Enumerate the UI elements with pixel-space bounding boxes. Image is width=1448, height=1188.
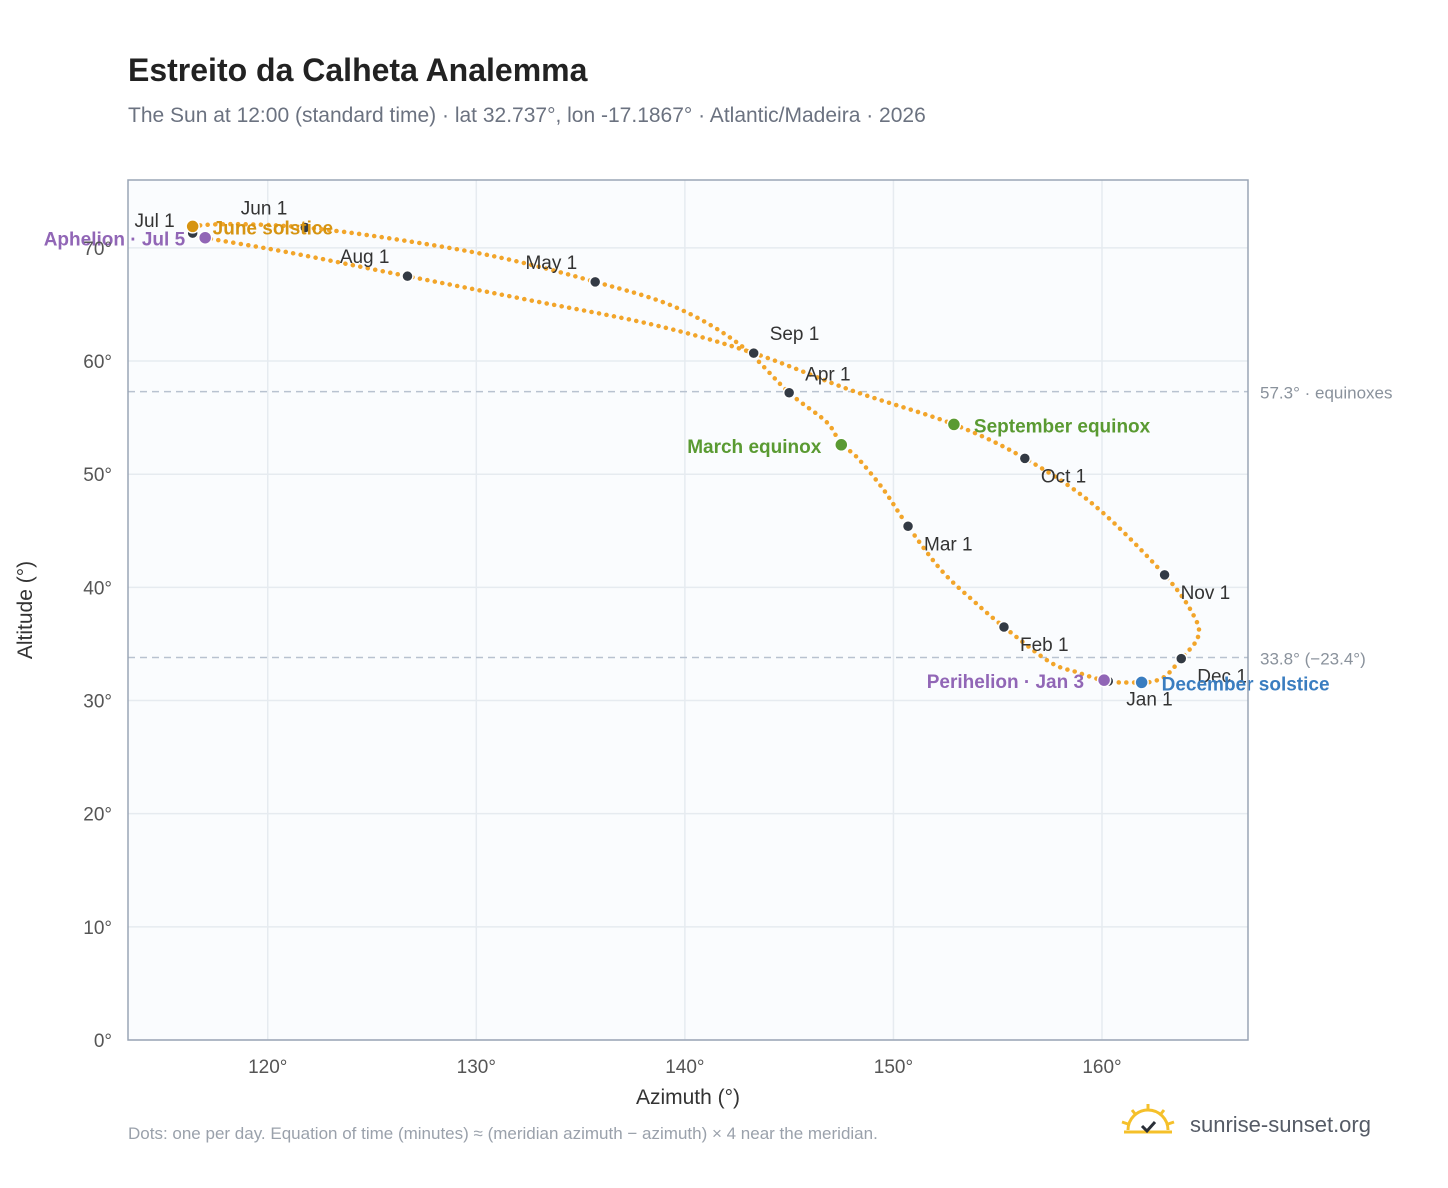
brand-name: sunrise-sunset.org [1190, 1112, 1371, 1137]
event-marker [197, 230, 213, 245]
chart-subtitle: The Sun at 12:00 (standard time) · lat 3… [128, 104, 926, 127]
y-tick-label: 0° [94, 1031, 112, 1052]
event-label: September equinox [974, 416, 1151, 437]
month-marker [1158, 568, 1171, 582]
y-tick-label: 50° [83, 465, 112, 486]
analemma-curve [186, 221, 1202, 686]
event-marker [1096, 672, 1112, 688]
y-tick-label: 20° [83, 805, 112, 826]
x-tick-label: 140° [665, 1057, 704, 1078]
month-marker [997, 620, 1011, 634]
sun-logo-icon [1121, 1104, 1175, 1134]
month-marker [588, 275, 602, 289]
brand-logo[interactable]: sunrise-sunset.org [1120, 1102, 1390, 1146]
event-marker [834, 437, 849, 453]
y-tick-label: 40° [83, 578, 112, 599]
event-marker [946, 417, 962, 432]
month-label: Jan 1 [1126, 689, 1172, 710]
event-marker [1134, 675, 1149, 690]
y-tick-label: 60° [83, 352, 112, 373]
month-label: Apr 1 [805, 365, 850, 386]
month-label: Aug 1 [340, 247, 390, 268]
month-marker [1175, 652, 1188, 665]
footnote: Dots: one per day. Equation of time (min… [128, 1124, 878, 1143]
event-label: December solstice [1162, 674, 1330, 695]
month-label: Oct 1 [1041, 466, 1086, 487]
y-axis-label: Altitude (°) [14, 561, 37, 659]
x-axis-label: Azimuth (°) [636, 1086, 740, 1109]
axis-ticks: 120° 130° 140° 150° 160° 0° 10° 20° 30° 40° 50° 60°… [83, 239, 1121, 1078]
plot-background [128, 180, 1248, 1040]
month-label: Mar 1 [924, 534, 973, 555]
month-label: Sep 1 [770, 324, 820, 345]
x-tick-label: 130° [457, 1057, 496, 1078]
event-markers: March equinox September equinox June solst… [44, 218, 1330, 695]
plot-frame [127, 179, 1249, 1041]
y-tick-label: 70° [83, 239, 112, 260]
reference-line-label: 33.8° (−23.4°) [1260, 650, 1366, 669]
reference-lines: 57.3° · equinoxes 33.8° (−23.4°) [128, 384, 1393, 669]
analemma-path [186, 221, 1202, 686]
event-label: June solstice [213, 218, 333, 239]
event-label: March equinox [687, 437, 822, 458]
x-tick-label: 150° [874, 1057, 913, 1078]
month-label: Jun 1 [241, 199, 287, 220]
event-label: Aphelion · Jul 5 [44, 230, 186, 251]
month-marker [1018, 452, 1032, 465]
event-marker [185, 219, 200, 234]
month-label: Feb 1 [1020, 635, 1069, 656]
chart-title: Estreito da Calheta Analemma [128, 52, 588, 88]
x-tick-label: 120° [248, 1057, 287, 1078]
y-tick-label: 10° [83, 918, 112, 939]
month-marker [401, 269, 414, 283]
y-tick-label: 30° [83, 692, 112, 713]
month-label: Dec 1 [1197, 667, 1247, 688]
month-marker [901, 520, 915, 533]
event-label: Perihelion · Jan 3 [927, 672, 1084, 693]
month-marker [299, 221, 312, 234]
month-label: May 1 [525, 253, 577, 274]
reference-line-label: 57.3° · equinoxes [1260, 384, 1393, 403]
month-label: Nov 1 [1181, 583, 1231, 604]
month-marker [747, 346, 760, 360]
month-label: Jul 1 [135, 211, 175, 232]
x-tick-label: 160° [1082, 1057, 1121, 1078]
month-marker [782, 386, 796, 399]
